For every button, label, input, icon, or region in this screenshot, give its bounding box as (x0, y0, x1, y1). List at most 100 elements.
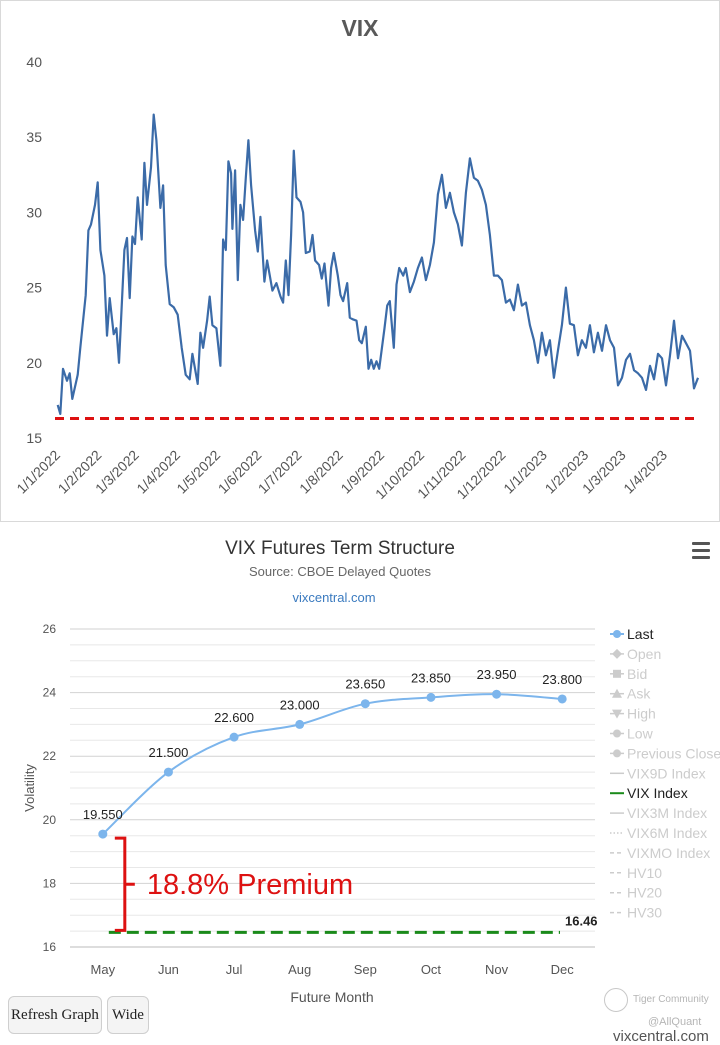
vix-y-tick-label: 25 (26, 280, 42, 296)
legend-item[interactable]: VIXMO Index (610, 845, 710, 861)
legend-item[interactable]: Bid (610, 666, 647, 682)
term-y-axis: 16 18 20 22 24 26 (43, 622, 57, 954)
vix-y-tick-label: 40 (26, 54, 42, 70)
last-data-point (360, 699, 370, 709)
premium-annotation: 18.8% Premium (147, 869, 353, 901)
legend-circle-icon (613, 729, 621, 738)
legend-circle-icon (613, 630, 621, 638)
watermark-community: Tiger Community (633, 994, 709, 1005)
last-data-label: 23.000 (280, 697, 320, 712)
legend-label: VIX9D Index (627, 765, 706, 781)
term-y-tick-label: 16 (43, 940, 57, 954)
legend-diamond-icon (612, 648, 622, 659)
last-series-points (98, 689, 567, 839)
last-data-label: 23.950 (477, 667, 517, 682)
legend-label: HV30 (627, 905, 662, 921)
wide-button[interactable]: Wide (107, 996, 149, 1034)
term-y-tick-label: 22 (43, 749, 57, 763)
legend-triangle-down-icon (612, 709, 622, 719)
legend-label: VIX Index (627, 785, 688, 801)
legend-item[interactable]: Ask (610, 686, 651, 702)
term-x-tick-label: Oct (421, 962, 442, 977)
last-data-point (426, 692, 436, 702)
chart-menu-icon[interactable] (692, 542, 710, 560)
legend-item[interactable]: HV30 (610, 905, 662, 921)
legend-item[interactable]: VIX Index (610, 785, 688, 801)
term-y-tick-label: 26 (43, 622, 57, 636)
legend-item[interactable]: Last (610, 626, 654, 642)
legend-label: Last (627, 626, 654, 642)
premium-bracket (114, 836, 135, 932)
vix-chart-border (0, 0, 720, 522)
term-x-axis: May Jun Jul Aug Sep Oct Nov Dec (91, 962, 575, 977)
vix-series-line (56, 113, 700, 415)
term-x-tick-label: Aug (288, 962, 311, 977)
vix-y-axis: 15 20 25 30 35 40 (26, 54, 42, 446)
legend-label: VIX3M Index (627, 805, 707, 821)
term-chart-credit-link[interactable]: vixcentral.com (292, 590, 375, 605)
legend-label: Ask (627, 686, 651, 702)
last-data-point (163, 767, 173, 777)
term-x-tick-label: Jul (226, 962, 243, 977)
last-data-label: 19.550 (83, 807, 123, 822)
legend-label: High (627, 706, 656, 722)
last-series-line (102, 693, 563, 835)
term-chart-title: VIX Futures Term Structure (225, 538, 455, 559)
last-data-point (557, 694, 567, 704)
legend-item[interactable]: VIX6M Index (610, 825, 707, 841)
term-x-tick-label: Sep (354, 962, 377, 977)
legend-item[interactable]: HV10 (610, 865, 662, 881)
term-x-tick-label: Jun (158, 962, 179, 977)
legend-item[interactable]: Open (610, 646, 661, 662)
legend-triangle-icon (612, 688, 622, 698)
legend-label: VIXMO Index (627, 845, 710, 861)
last-data-label: 23.800 (542, 672, 582, 687)
last-data-point (295, 719, 305, 729)
last-data-point (492, 689, 502, 699)
vix-y-tick-label: 30 (26, 204, 42, 220)
last-data-label: 23.850 (411, 670, 451, 685)
term-x-tick-label: Dec (551, 962, 575, 977)
legend-item[interactable]: HV20 (610, 885, 662, 901)
legend-item[interactable]: High (610, 706, 656, 722)
term-x-axis-title: Future Month (290, 989, 373, 1005)
tiger-logo-icon (604, 988, 628, 1012)
legend-label: Open (627, 646, 661, 662)
vix-index-value-label: 16.46 (565, 913, 598, 928)
term-chart-subtitle: Source: CBOE Delayed Quotes (249, 564, 432, 579)
term-y-tick-label: 20 (43, 813, 57, 827)
last-data-point (229, 732, 239, 742)
term-x-tick-label: May (91, 962, 116, 977)
watermark-handle: @AllQuant (648, 1016, 702, 1028)
legend-label: Bid (627, 666, 647, 682)
last-series-labels: 19.550 21.500 22.600 23.000 23.650 23.850 23.9… (83, 667, 582, 822)
last-data-point (98, 829, 108, 839)
term-structure-chart: VIX Futures Term Structure Source: CBOE … (22, 538, 720, 1005)
refresh-graph-button[interactable]: Refresh Graph (8, 996, 102, 1034)
legend-label: Low (627, 726, 654, 742)
last-data-label: 21.500 (149, 745, 189, 760)
vix-y-tick-label: 15 (26, 430, 42, 446)
legend-square-icon (613, 669, 621, 678)
legend-item[interactable]: Previous Close (610, 745, 720, 761)
term-y-tick-label: 18 (43, 876, 57, 890)
last-data-label: 22.600 (214, 710, 254, 725)
legend-item[interactable]: VIX9D Index (610, 765, 706, 781)
legend-item[interactable]: Low (610, 726, 654, 742)
legend-label: VIX6M Index (627, 825, 707, 841)
legend-circle-icon (613, 749, 621, 758)
vix-y-tick-label: 35 (26, 129, 42, 145)
term-legend: Last Open Bid Ask High Low Previous Close VIX9D… (610, 626, 720, 921)
legend-label: HV10 (627, 865, 662, 881)
term-x-tick-label: Nov (485, 962, 509, 977)
term-y-tick-label: 24 (43, 686, 57, 700)
vix-y-tick-label: 20 (26, 355, 42, 371)
legend-label: HV20 (627, 885, 662, 901)
term-y-axis-title: Volatility (22, 764, 37, 812)
vix-chart-title: VIX (341, 15, 379, 41)
last-data-label: 23.650 (345, 677, 385, 692)
legend-item[interactable]: VIX3M Index (610, 805, 707, 821)
watermark-site: vixcentral.com (613, 1028, 709, 1045)
legend-label: Previous Close (627, 745, 720, 761)
